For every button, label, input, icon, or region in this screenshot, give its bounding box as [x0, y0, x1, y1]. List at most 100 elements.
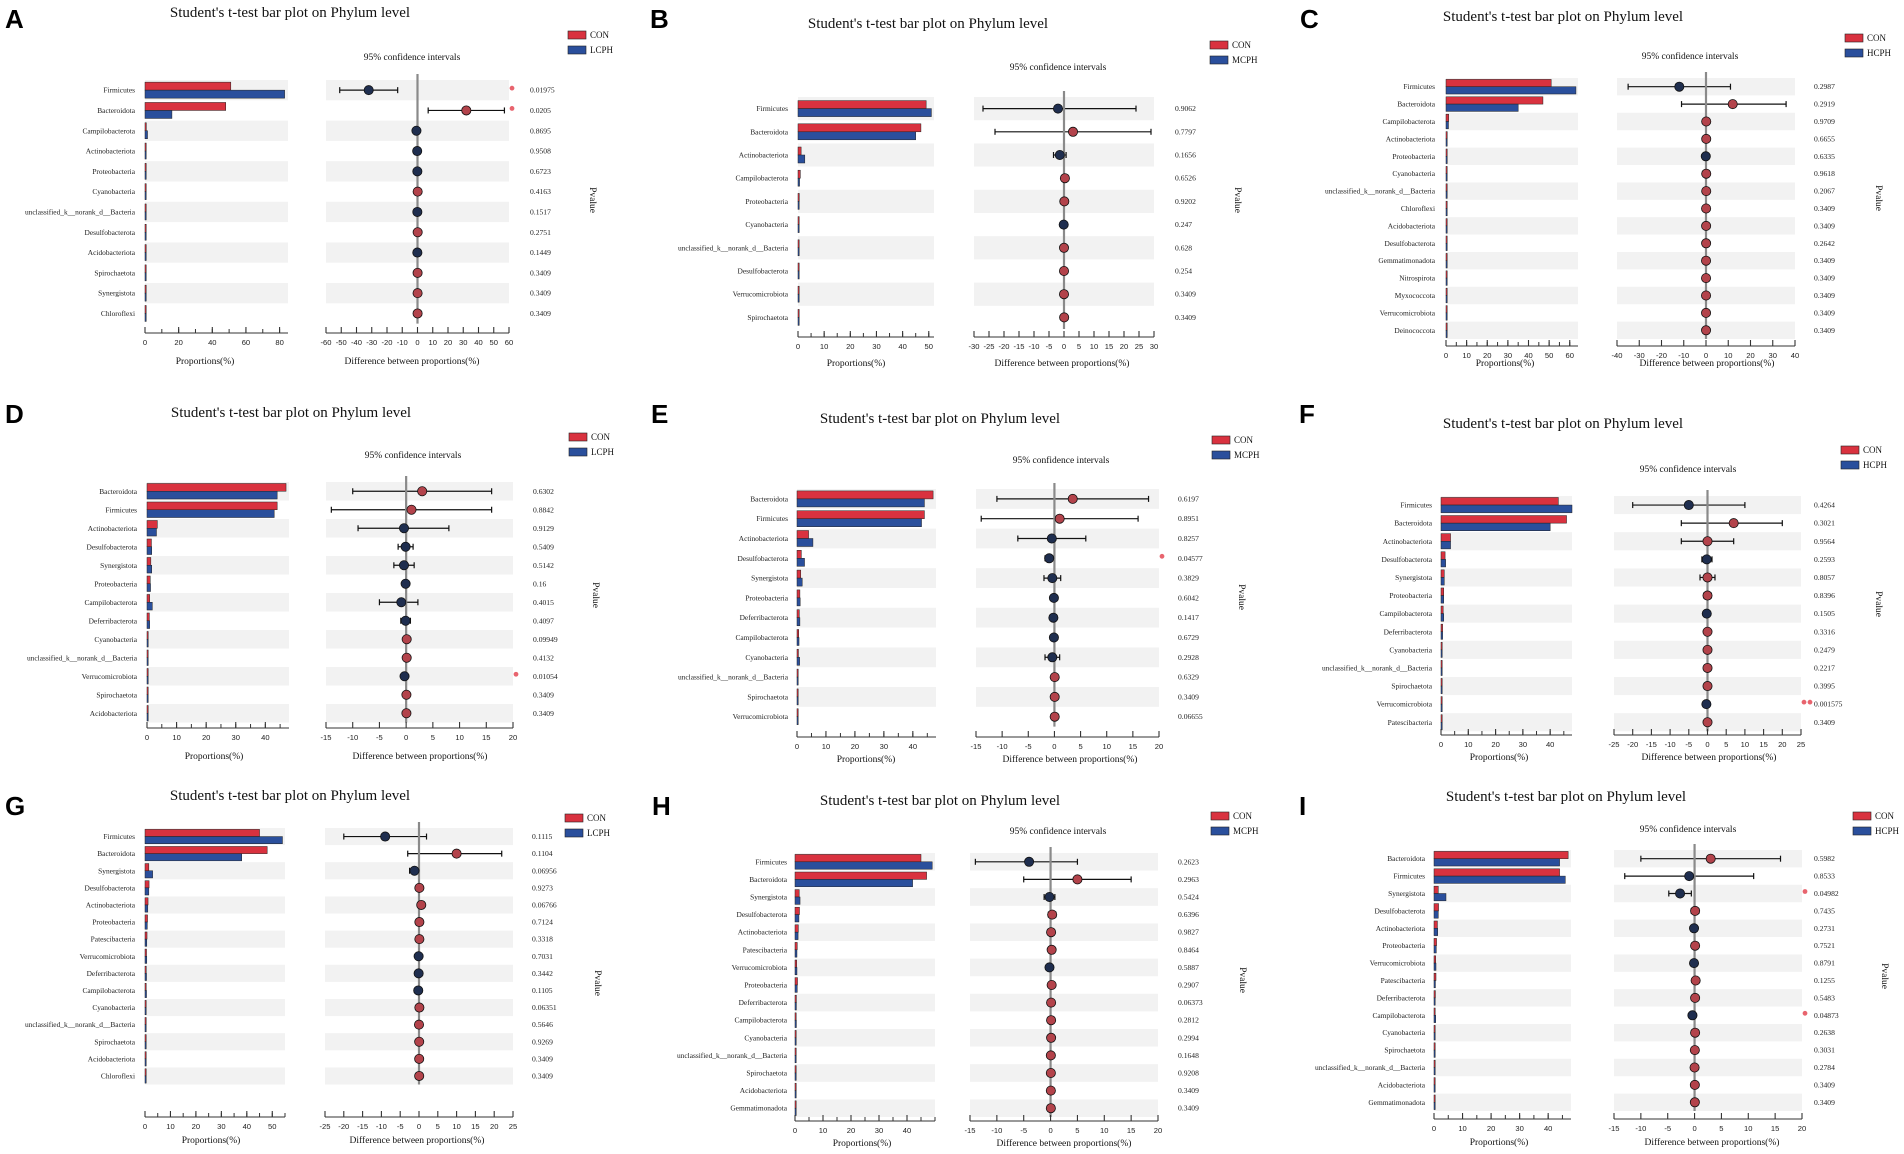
diff-point: [401, 652, 412, 663]
bar-treat: [146, 713, 149, 722]
diff-point: [1674, 81, 1685, 92]
bar-treat: [1433, 875, 1566, 884]
panel-i: I Student's t-test bar plot on Phylum lev…: [1299, 789, 1900, 1148]
tick-label: 50: [268, 1122, 276, 1131]
pvalue-label: 0.2812: [1178, 1016, 1199, 1025]
tick-label: 15: [1127, 1126, 1135, 1135]
bar-treat: [146, 639, 149, 648]
bar-treat: [146, 602, 153, 611]
category-label: Patescibacteria: [1381, 976, 1426, 985]
bar-treat: [144, 956, 148, 964]
tick-label: 40: [1544, 1124, 1552, 1133]
pvalue-axis-label: Pvalue: [1232, 187, 1242, 213]
category-label: unclassified_k__norank_d__Bacteria: [1322, 663, 1433, 672]
legend-swatch-treat: [568, 447, 588, 457]
bar-con: [144, 142, 147, 152]
bar-treat: [144, 870, 153, 879]
legend-swatch-con: [1209, 40, 1229, 50]
category-label: Deferribacterota: [1384, 627, 1433, 636]
bar-treat: [1433, 910, 1439, 919]
tick-label: 0: [415, 338, 419, 347]
category-label: Synergistota: [98, 289, 136, 298]
panel-d: D Student's t-test bar plot on Phylum lev…: [5, 399, 615, 762]
bar-con: [1445, 148, 1448, 157]
bar-treat: [794, 1107, 797, 1116]
diff-point: [1702, 662, 1713, 673]
diff-point: [414, 1053, 425, 1064]
legend-label: MCPH: [1234, 450, 1260, 460]
category-label: Myxococcota: [1395, 291, 1436, 300]
tick-label: 10: [1462, 351, 1470, 360]
category-label: Firmicutes: [755, 857, 787, 866]
bar-treat: [796, 558, 805, 567]
tick-label: -10: [1029, 342, 1040, 351]
category-label: Desulfobacterota: [85, 883, 136, 892]
tick-label: 20: [444, 338, 452, 347]
bar-treat: [1445, 173, 1448, 182]
tick-label: 20: [1120, 342, 1128, 351]
tick-label: -10: [1665, 740, 1676, 749]
pvalue-label: 0.3409: [1814, 718, 1835, 727]
bar-con: [796, 589, 801, 599]
bar-con: [1433, 903, 1439, 912]
tick-label: -5: [1685, 740, 1692, 749]
category-label: Proteobacteria: [94, 579, 137, 588]
legend-label: HCPH: [1867, 48, 1892, 58]
bar-treat: [144, 171, 147, 180]
pvalue-label: 0.06655: [1178, 712, 1203, 721]
bar-con: [1445, 253, 1448, 261]
tick-label: 0: [404, 733, 408, 742]
panel-c: C Student's t-test bar plot on Phylum lev…: [1300, 4, 1892, 369]
diff-point: [1689, 1079, 1700, 1090]
category-label: unclassified_k__norank_d__Bacteria: [25, 207, 136, 216]
tick-label: 10: [1102, 742, 1110, 751]
bar-treat: [146, 583, 151, 592]
bar-con: [794, 994, 797, 1003]
diff-point: [1044, 892, 1055, 903]
legend: CON MCPH: [1209, 40, 1258, 65]
diff-point: [401, 708, 412, 719]
pvalue-label: 0.0205: [530, 106, 551, 115]
significance-marker: [1159, 553, 1165, 559]
x-axis-label-right: Difference between proportions(%): [1645, 1137, 1780, 1148]
bar-con: [796, 708, 799, 717]
category-label: Spirochaetota: [747, 692, 788, 701]
panel-g: G Student's t-test bar plot on Phylum lev…: [5, 788, 611, 1146]
bar-con: [1445, 131, 1448, 140]
category-label: Cyanobacteria: [745, 220, 788, 229]
x-axis-label-right: Difference between proportions(%): [997, 1138, 1132, 1149]
bar-con: [1433, 1042, 1436, 1051]
pvalue-label: 0.06373: [1178, 998, 1203, 1007]
diff-point: [1058, 219, 1069, 230]
legend-swatch-con: [567, 30, 587, 40]
pvalue-label: 0.2919: [1814, 100, 1835, 109]
pvalue-label: 0.4163: [530, 187, 551, 196]
pvalue-label: 0.9129: [533, 524, 554, 533]
legend-label: MCPH: [1232, 55, 1258, 65]
bar-con: [144, 122, 147, 131]
bar-con: [796, 569, 802, 579]
tick-label: 40: [1524, 351, 1532, 360]
tick-label: 60: [242, 338, 250, 347]
diff-point: [1046, 944, 1057, 955]
row-stripe: [145, 964, 285, 982]
diff-point: [1702, 626, 1713, 637]
category-label: Spirochaetota: [747, 313, 788, 322]
bar-con: [146, 594, 150, 603]
x-axis-label-right: Difference between proportions(%): [1003, 754, 1138, 765]
diff-point: [1702, 644, 1713, 655]
significance-marker: [1807, 699, 1813, 705]
diff-point: [1068, 126, 1079, 137]
tick-label: 0: [1704, 351, 1708, 360]
pvalue-label: 0.2731: [1814, 924, 1835, 933]
tick-label: 20: [192, 1122, 200, 1131]
ci-label: 95% confidence intervals: [1640, 824, 1737, 835]
pvalue-label: 0.3409: [532, 1054, 553, 1063]
diff-point: [412, 166, 423, 177]
diff-point: [1044, 553, 1055, 564]
bar-con: [1440, 623, 1443, 633]
pvalue-label: 0.628: [1175, 243, 1192, 252]
bar-con: [144, 880, 150, 889]
tick-label: 0: [417, 1122, 421, 1131]
tick-label: 20: [1487, 1124, 1495, 1133]
